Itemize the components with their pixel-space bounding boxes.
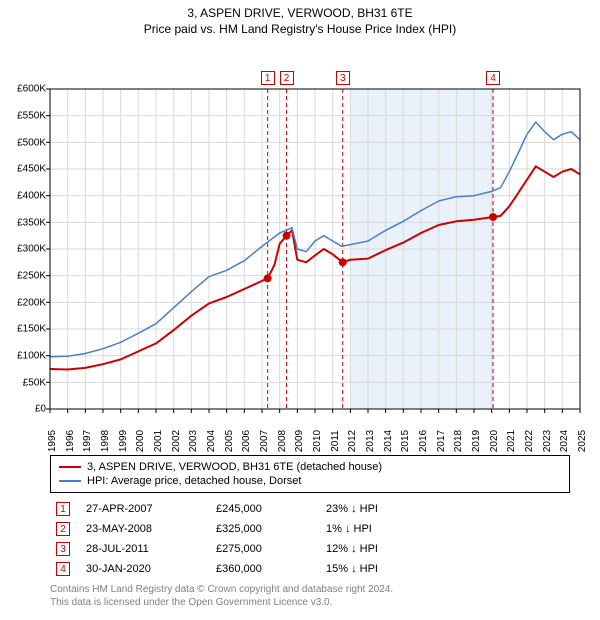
x-tick-label: 2000	[135, 430, 146, 452]
legend-label: HPI: Average price, detached house, Dors…	[87, 475, 301, 487]
y-tick-label: £450K	[0, 164, 46, 175]
legend-row: HPI: Average price, detached house, Dors…	[59, 474, 561, 488]
title-line-2: Price paid vs. HM Land Registry's House …	[0, 22, 600, 38]
event-price: £275,000	[210, 539, 320, 559]
x-tick-label: 2009	[294, 430, 305, 452]
y-tick-label: £400K	[0, 190, 46, 201]
event-delta: 12% ↓ HPI	[320, 539, 570, 559]
x-tick-label: 2017	[436, 430, 447, 452]
chart-title-block: 3, ASPEN DRIVE, VERWOOD, BH31 6TE Price …	[0, 0, 600, 39]
y-tick-label: £550K	[0, 110, 46, 121]
footnote-line-1: Contains HM Land Registry data © Crown c…	[50, 583, 570, 596]
x-tick-label: 2007	[259, 430, 270, 452]
event-date: 30-JAN-2020	[80, 559, 210, 579]
y-tick-label: £150K	[0, 324, 46, 335]
legend-label: 3, ASPEN DRIVE, VERWOOD, BH31 6TE (detac…	[87, 461, 382, 473]
footnote: Contains HM Land Registry data © Crown c…	[50, 583, 570, 609]
title-line-1: 3, ASPEN DRIVE, VERWOOD, BH31 6TE	[0, 6, 600, 22]
x-tick-label: 2001	[153, 430, 164, 452]
event-row: 1 27-APR-2007£245,00023% ↓ HPI	[50, 499, 570, 519]
legend: 3, ASPEN DRIVE, VERWOOD, BH31 6TE (detac…	[50, 455, 570, 493]
x-tick-label: 2013	[365, 430, 376, 452]
y-tick-label: £500K	[0, 137, 46, 148]
x-tick-label: 2004	[206, 430, 217, 452]
y-tick-label: £100K	[0, 350, 46, 361]
x-tick-label: 2024	[559, 430, 570, 452]
legend-swatch	[59, 466, 81, 468]
event-date: 23-MAY-2008	[80, 519, 210, 539]
x-tick-label: 1998	[100, 430, 111, 452]
x-tick-label: 1995	[47, 430, 58, 452]
event-marker-3: 3	[336, 71, 350, 85]
event-date: 28-JUL-2011	[80, 539, 210, 559]
event-price: £325,000	[210, 519, 320, 539]
event-marker-icon: 4	[56, 562, 70, 576]
x-tick-label: 2002	[171, 430, 182, 452]
event-row: 2 23-MAY-2008£325,0001% ↓ HPI	[50, 519, 570, 539]
event-marker-icon: 2	[56, 522, 70, 536]
x-tick-label: 2020	[489, 430, 500, 452]
y-tick-label: £200K	[0, 297, 46, 308]
event-marker-2: 2	[280, 71, 294, 85]
event-price: £360,000	[210, 559, 320, 579]
event-delta: 23% ↓ HPI	[320, 499, 570, 519]
x-tick-label: 2010	[312, 430, 323, 452]
x-tick-label: 2003	[188, 430, 199, 452]
x-tick-label: 2018	[453, 430, 464, 452]
x-tick-label: 2022	[524, 430, 535, 452]
x-tick-label: 1997	[82, 430, 93, 452]
event-marker-1: 1	[261, 71, 275, 85]
events-table: 1 27-APR-2007£245,00023% ↓ HPI 2 23-MAY-200…	[50, 499, 570, 579]
chart-area: £0£50K£100K£150K£200K£250K£300K£350K£400…	[0, 39, 600, 449]
x-tick-label: 1999	[118, 430, 129, 452]
x-tick-label: 1996	[65, 430, 76, 452]
x-tick-label: 2016	[418, 430, 429, 452]
chart-svg	[0, 39, 600, 449]
x-tick-label: 2014	[383, 430, 394, 452]
y-tick-label: £250K	[0, 270, 46, 281]
event-row: 4 30-JAN-2020£360,00015% ↓ HPI	[50, 559, 570, 579]
y-tick-label: £50K	[0, 377, 46, 388]
x-tick-label: 2012	[347, 430, 358, 452]
event-price: £245,000	[210, 499, 320, 519]
x-tick-label: 2019	[471, 430, 482, 452]
legend-row: 3, ASPEN DRIVE, VERWOOD, BH31 6TE (detac…	[59, 460, 561, 474]
y-tick-label: £350K	[0, 217, 46, 228]
x-tick-label: 2006	[241, 430, 252, 452]
y-tick-label: £600K	[0, 84, 46, 95]
event-delta: 15% ↓ HPI	[320, 559, 570, 579]
x-axis-labels: 1995 1996 1997 1998 1999 2000 2001 2002 2003 2004…	[0, 413, 600, 449]
x-tick-label: 2015	[400, 430, 411, 452]
footnote-line-2: This data is licensed under the Open Gov…	[50, 596, 570, 609]
event-date: 27-APR-2007	[80, 499, 210, 519]
event-delta: 1% ↓ HPI	[320, 519, 570, 539]
event-marker-icon: 1	[56, 502, 70, 516]
x-tick-label: 2025	[577, 430, 588, 452]
x-tick-label: 2021	[506, 430, 517, 452]
event-marker-icon: 3	[56, 542, 70, 556]
event-row: 3 28-JUL-2011£275,00012% ↓ HPI	[50, 539, 570, 559]
legend-swatch	[59, 480, 81, 482]
y-tick-label: £300K	[0, 244, 46, 255]
x-tick-label: 2008	[277, 430, 288, 452]
event-marker-4: 4	[486, 71, 500, 85]
x-tick-label: 2011	[330, 430, 341, 452]
x-tick-label: 2005	[224, 430, 235, 452]
x-tick-label: 2023	[542, 430, 553, 452]
